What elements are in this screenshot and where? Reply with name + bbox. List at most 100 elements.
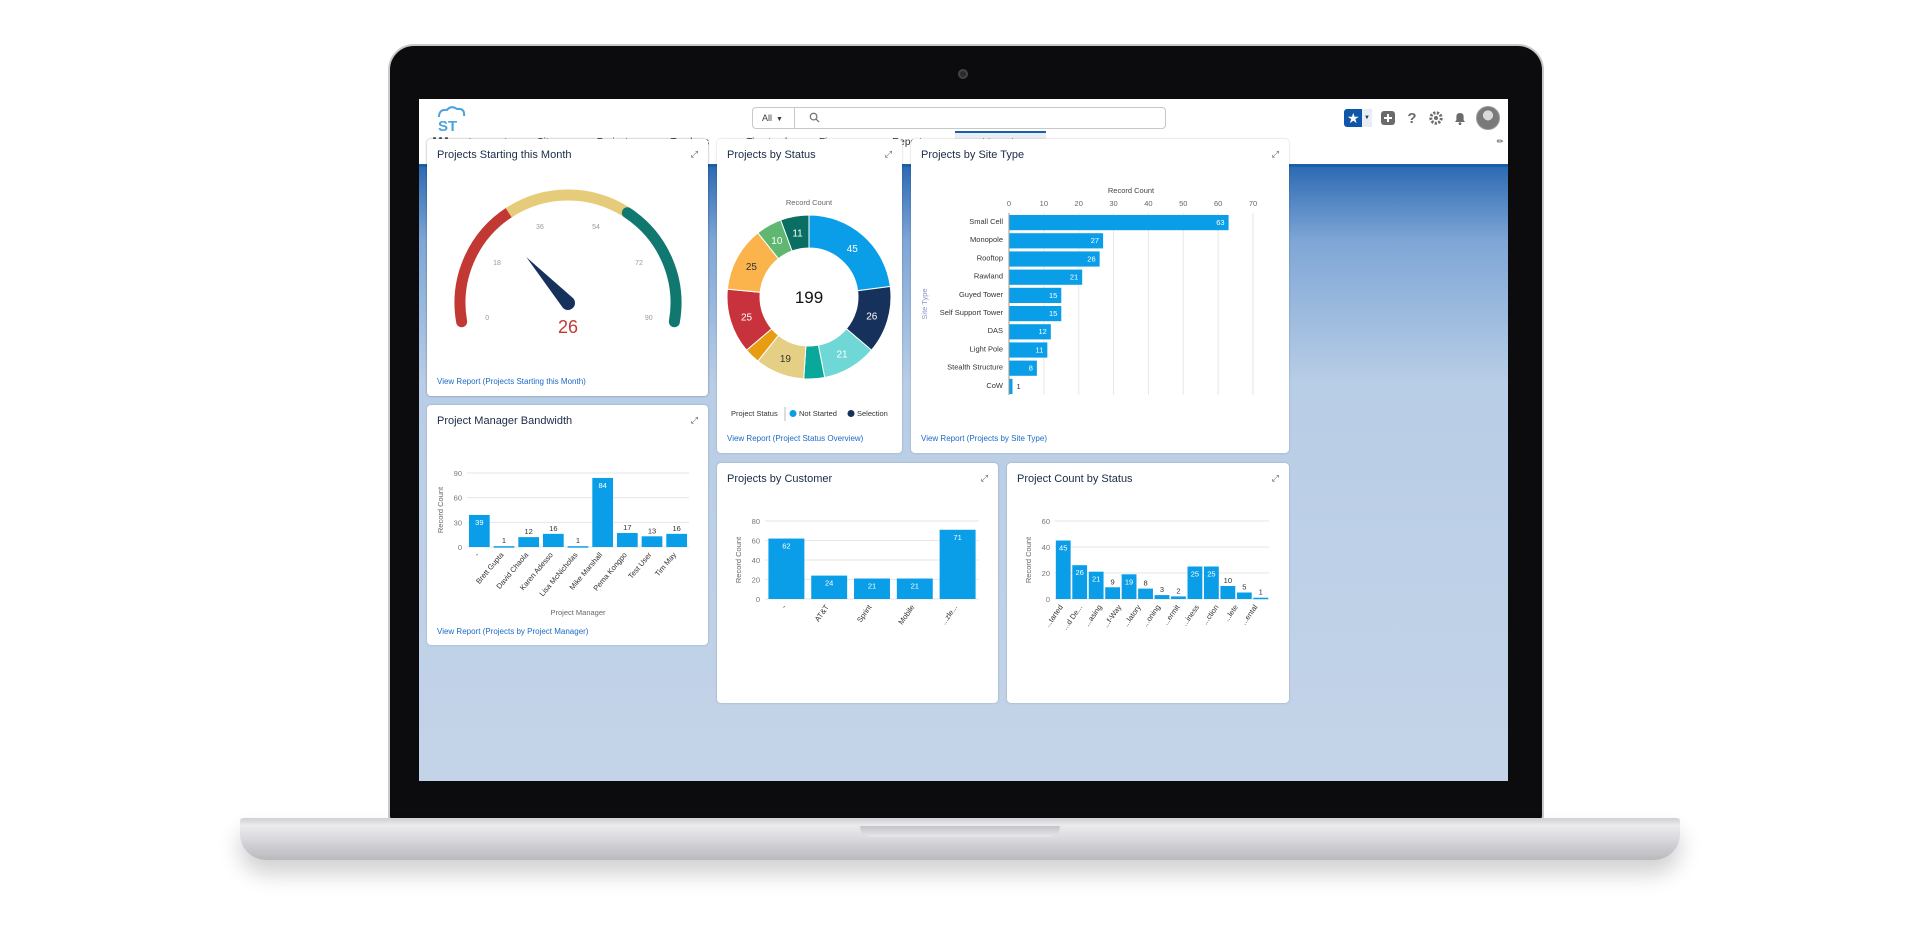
donut-slice-label: 21: [836, 350, 848, 361]
edit-nav-icon[interactable]: ✎: [1495, 135, 1507, 148]
bar-label: 25: [1207, 570, 1215, 579]
bar: [592, 477, 614, 547]
camera-icon: [958, 69, 968, 79]
site-type-bar-chart: Record Count 0 10 20 30 40 50 60 70 Site Type Smal…: [920, 186, 1257, 395]
bar: [1187, 566, 1203, 599]
search-scope-select[interactable]: All ▼: [753, 108, 795, 128]
caret-down-icon: ▼: [776, 116, 783, 123]
help-icon[interactable]: ?: [1407, 109, 1417, 127]
bell-icon[interactable]: [1452, 110, 1468, 126]
gauge-tick-label: 18: [493, 260, 501, 267]
y-axis-title: Site Type: [920, 288, 929, 319]
y-axis-title: Record Count: [436, 486, 445, 533]
card-title: Projects by Customer: [727, 473, 833, 485]
add-icon[interactable]: [1380, 110, 1396, 126]
gear-icon[interactable]: [1428, 110, 1444, 126]
bar-label: 21: [1070, 273, 1078, 282]
donut-slice-label: 11: [792, 229, 803, 240]
bar-label: 2: [1176, 586, 1180, 595]
y-tick-label: 40: [752, 556, 760, 565]
gauge-card: Projects Starting this Month ⤢ 0 18 36 54 72…: [427, 139, 708, 396]
expand-icon[interactable]: ⤢: [884, 149, 892, 159]
expand-icon[interactable]: ⤢: [690, 415, 698, 425]
gauge-tick-label: 90: [645, 315, 653, 322]
gauge-needle: [526, 257, 575, 310]
gauge-tick-label: 36: [536, 224, 544, 231]
legend-title: Project Status: [731, 409, 778, 418]
donut-chart: Record Count 45 26 21 19 25 25 10 11 199 Project S…: [726, 198, 892, 421]
y-tick-label: DAS: [988, 326, 1003, 335]
bar-label: 62: [782, 542, 790, 551]
search-scope-label: All: [762, 113, 773, 123]
bar-label: 19: [1125, 577, 1133, 586]
expand-icon[interactable]: ⤢: [1271, 473, 1279, 483]
legend-swatch: [847, 410, 855, 417]
y-tick-label: Small Cell: [969, 217, 1003, 226]
customer-bar-chart: 0 20 40 60 80 Record Count 62 24 21 21 71 - AT&T Spri…: [734, 517, 979, 626]
donut-slice: [780, 214, 810, 252]
bar: [1121, 574, 1137, 599]
y-tick-label: Rooftop: [977, 253, 1003, 262]
gauge-tick-label: 72: [635, 260, 643, 267]
y-tick-label: Stealth Structure: [947, 363, 1003, 372]
search-input[interactable]: [825, 110, 1145, 126]
donut-slice-label: 10: [771, 236, 783, 247]
y-tick-label: Guyed Tower: [959, 290, 1004, 299]
expand-icon[interactable]: ⤢: [980, 473, 988, 483]
expand-icon[interactable]: ⤢: [1271, 149, 1279, 159]
laptop-base-lip: [240, 818, 1680, 826]
favorites-button[interactable]: ★ ▼: [1344, 109, 1372, 127]
star-icon: ★: [1347, 110, 1360, 126]
projects-by-status-card: Projects by Status ⤢ Record Count 45 26 21 1…: [717, 139, 902, 453]
y-tick-label: 30: [454, 518, 462, 527]
y-tick-label: 0: [1046, 595, 1050, 604]
x-tick-label: 0: [1007, 199, 1011, 208]
bar: [1171, 596, 1186, 599]
bar-label: 9: [1111, 577, 1115, 586]
bar: [1236, 592, 1252, 599]
laptop-notch: [860, 826, 1060, 837]
view-report-link[interactable]: View Report (Projects by Project Manager…: [437, 627, 589, 636]
bar: [1009, 360, 1037, 376]
bar: [1253, 597, 1269, 600]
donut-total: 199: [795, 288, 823, 307]
bar: [1009, 306, 1062, 322]
bar-label: 5: [1242, 583, 1246, 592]
view-report-link[interactable]: View Report (Projects Starting this Mont…: [437, 377, 586, 386]
y-tick-label: Self Support Tower: [940, 308, 1004, 317]
bar: [1072, 565, 1088, 599]
x-tick-label: ...ental: [1239, 603, 1259, 627]
x-tick-label: Test User: [626, 550, 654, 580]
bar-label: 16: [549, 524, 557, 533]
bar: [854, 578, 890, 599]
bar-label: 27: [1091, 236, 1099, 245]
x-tick-label: -: [779, 603, 788, 611]
x-tick-label: ...oning: [1141, 603, 1162, 628]
x-tick-label: ...lete: [1222, 603, 1240, 623]
bar-label: 16: [672, 524, 680, 533]
view-report-link[interactable]: View Report (Projects by Site Type): [921, 434, 1047, 443]
donut-slice-label: 45: [847, 244, 859, 255]
bar-label: 39: [475, 518, 483, 527]
y-axis-title: Record Count: [1024, 536, 1033, 583]
gauge-value: 26: [558, 317, 578, 337]
view-report-link[interactable]: View Report (Project Status Overview): [727, 434, 864, 443]
donut-slice-label: 19: [780, 354, 792, 365]
x-tick-label: ...d De...: [1061, 603, 1085, 631]
bar: [616, 533, 638, 547]
y-tick-label: 20: [1042, 569, 1050, 578]
bar: [1009, 215, 1229, 231]
bar-label: 84: [598, 481, 606, 490]
expand-icon[interactable]: ⤢: [690, 149, 698, 159]
y-tick-label: 60: [454, 494, 462, 503]
bar: [1009, 269, 1083, 285]
gauge-band: [454, 207, 515, 328]
gauge-band: [505, 189, 631, 218]
card-title: Projects Starting this Month: [437, 149, 572, 161]
bar-label: 26: [1076, 568, 1084, 577]
x-tick-label: ...ermit: [1161, 602, 1182, 627]
avatar[interactable]: [1476, 106, 1500, 130]
nav-item-label: Reports: [892, 137, 928, 148]
card-title: Projects by Site Type: [921, 149, 1025, 161]
